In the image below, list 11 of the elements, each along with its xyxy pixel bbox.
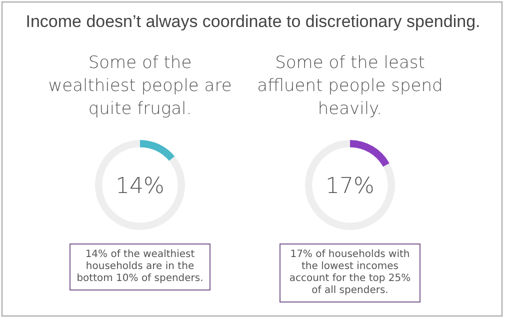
text: 14%: [116, 174, 164, 199]
donut-slice: [140, 140, 175, 161]
donut-slice: [95, 140, 185, 230]
text: 17%: [326, 174, 374, 199]
chart-subtitle: Some of the least affluent people spend heavily.: [257, 53, 443, 119]
donut-slice: [305, 140, 395, 230]
text: Income doesn’t always coordinate to discretionary spending.: [26, 12, 480, 31]
text: 17% of households with the lowest incomes account for the top 25% of all spenders.: [289, 249, 411, 296]
donut-slice: [350, 140, 390, 167]
text: 14% of the wealthiest households are in the bottom 10% of spenders.: [76, 249, 204, 284]
chart-subtitle: Some of the wealthiest people are quite frugal.: [48, 53, 232, 119]
